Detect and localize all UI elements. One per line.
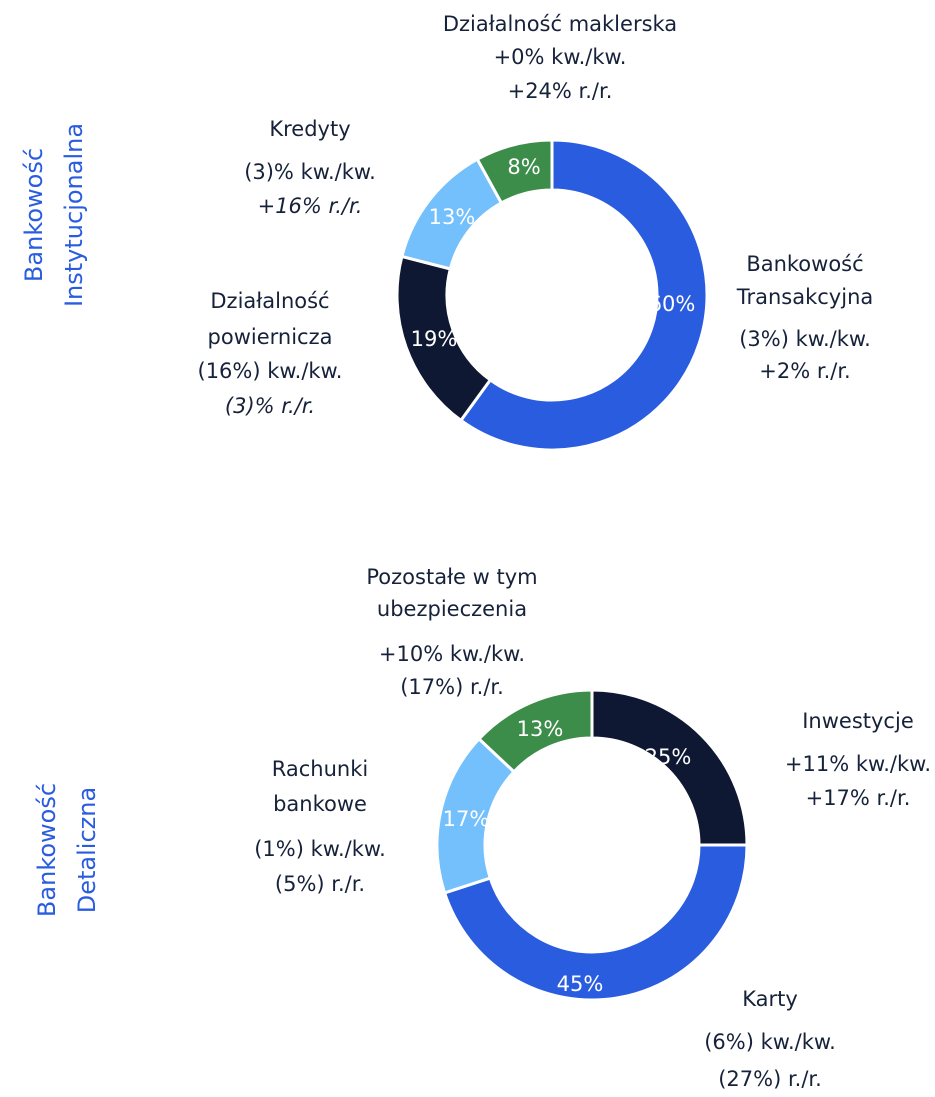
value-label: 13% xyxy=(517,717,564,741)
value-label: 45% xyxy=(557,972,604,996)
segment-name: Inwestycje xyxy=(802,709,914,733)
segment-name: Działalność xyxy=(210,289,329,313)
qoq-change: (6%) kw./kw. xyxy=(704,1030,836,1054)
qoq-change: +10% kw./kw. xyxy=(379,642,525,666)
section-title: Detaliczna xyxy=(73,787,101,913)
donut-segment xyxy=(476,688,594,774)
yoy-change: +24% r./r. xyxy=(508,79,613,103)
segment-name: Karty xyxy=(742,987,798,1011)
segment-name: Kredyty xyxy=(269,117,350,141)
yoy-change: +16% r./r. xyxy=(258,194,363,218)
section-title: Bankowość xyxy=(20,148,48,282)
segment-name: Działalność maklerska xyxy=(443,12,677,36)
donut-segment xyxy=(458,138,709,452)
value-label: 19% xyxy=(411,327,458,351)
section-title: Bankowość xyxy=(33,783,61,917)
qoq-change: +11% kw./kw. xyxy=(785,752,931,776)
segment-name: Rachunki xyxy=(272,757,368,781)
segment-name: powiernicza xyxy=(208,325,333,349)
yoy-change: (5%) r./r. xyxy=(275,872,365,896)
yoy-change: (17%) r./r. xyxy=(400,675,504,699)
segment-name: bankowe xyxy=(273,792,367,816)
donut-segment xyxy=(475,138,554,206)
qoq-change: (3)% kw./kw. xyxy=(244,160,376,184)
segment-name: Transakcyjna xyxy=(736,285,874,309)
qoq-change: (3%) kw./kw. xyxy=(739,327,871,351)
yoy-change: +17% r./r. xyxy=(806,786,911,810)
donut-chart: Bankowość Detaliczna 25% Inwestycje +11% kw.… xyxy=(33,565,931,1091)
section-title: Instytucjonalna xyxy=(60,123,88,307)
value-label: 13% xyxy=(429,205,476,229)
segment-name: ubezpieczenia xyxy=(377,597,527,621)
yoy-change: (27%) r./r. xyxy=(718,1067,822,1091)
value-label: 17% xyxy=(443,807,490,831)
value-label: 8% xyxy=(507,155,540,179)
value-label: 60% xyxy=(649,292,696,316)
donut-segment xyxy=(442,843,749,1002)
qoq-change: (1%) kw./kw. xyxy=(254,837,386,861)
value-label: 25% xyxy=(645,745,692,769)
segment-name: Pozostałe w tym xyxy=(366,565,537,589)
yoy-change: (3)% r./r. xyxy=(225,394,315,418)
yoy-change: +2% r./r. xyxy=(759,359,850,383)
segment-name: Bankowość xyxy=(746,252,863,276)
donut-chart: Bankowość Instytucjonalna 60% Bankowość Tran… xyxy=(20,12,874,452)
qoq-change: (16%) kw./kw. xyxy=(198,359,343,383)
qoq-change: +0% kw./kw. xyxy=(494,45,627,69)
